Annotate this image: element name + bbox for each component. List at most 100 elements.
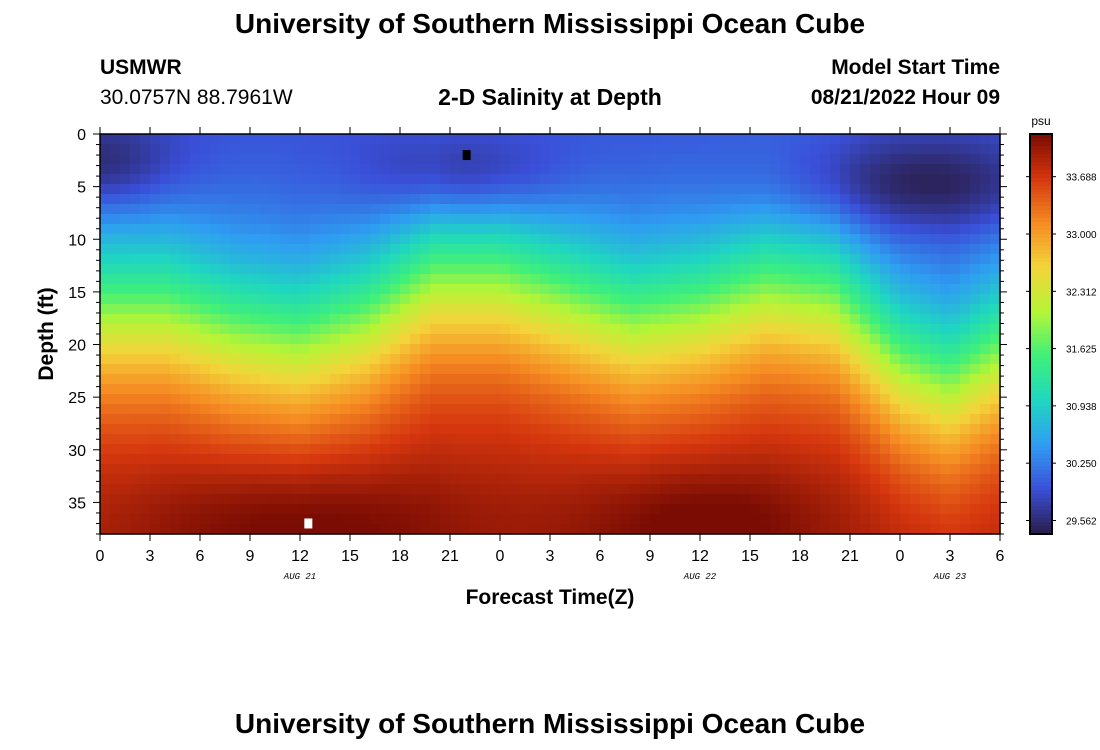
heat-cell [750, 144, 761, 155]
heat-cell [530, 184, 541, 195]
heat-cell [940, 414, 951, 425]
heat-cell [190, 344, 201, 355]
heat-cell [240, 224, 251, 235]
heat-cell [510, 274, 521, 285]
heat-cell [770, 154, 781, 165]
heat-cell [660, 474, 671, 485]
heat-cell [800, 284, 811, 295]
heat-cell [820, 254, 831, 265]
heat-cell [540, 374, 551, 385]
heat-cell [140, 414, 151, 425]
heat-cell [260, 294, 271, 305]
heat-cell [490, 374, 501, 385]
heat-cell [360, 174, 371, 185]
heat-cell [290, 364, 301, 375]
heat-cell [910, 374, 921, 385]
heat-cell [310, 254, 321, 265]
heat-cell [270, 204, 281, 215]
heat-cell [940, 494, 951, 505]
heat-cell [140, 244, 151, 255]
heat-cell [460, 164, 471, 175]
heat-cell [260, 484, 271, 495]
heat-cell [770, 254, 781, 265]
heat-cell [220, 214, 231, 225]
heat-cell [240, 484, 251, 495]
heat-cell [320, 274, 331, 285]
heat-cell [940, 524, 951, 535]
heat-cell [820, 344, 831, 355]
heat-cell [630, 484, 641, 495]
heat-cell [330, 194, 341, 205]
heat-cell [670, 224, 681, 235]
heat-cell [960, 144, 971, 155]
heat-cell [170, 304, 181, 315]
heat-cell [590, 514, 601, 525]
heat-cell [350, 134, 361, 145]
heat-cell [840, 164, 851, 175]
heat-cell [630, 334, 641, 345]
heat-cell [370, 324, 381, 335]
heat-cell [320, 204, 331, 215]
heat-cell [430, 214, 441, 225]
heat-cell [860, 274, 871, 285]
heat-cell [400, 154, 411, 165]
heat-cell [550, 284, 561, 295]
heat-cell [350, 494, 361, 505]
heat-cell [380, 244, 391, 255]
heat-cell [150, 334, 161, 345]
heat-cell [880, 514, 891, 525]
heat-cell [370, 304, 381, 315]
heat-cell [300, 504, 311, 515]
heat-cell [640, 294, 651, 305]
heat-cell [780, 354, 791, 365]
heat-cell [620, 394, 631, 405]
heat-cell [860, 314, 871, 325]
heat-cell [950, 354, 961, 365]
heat-cell [610, 444, 621, 455]
heat-cell [810, 274, 821, 285]
heat-cell [830, 514, 841, 525]
heat-cell [120, 394, 131, 405]
heat-cell [550, 434, 561, 445]
heat-cell [750, 404, 761, 415]
colorbar-segment [1030, 482, 1052, 487]
heat-cell [210, 464, 221, 475]
heat-cell [440, 514, 451, 525]
heat-cell [920, 494, 931, 505]
heat-cell [500, 414, 511, 425]
heat-cell [170, 464, 181, 475]
heat-cell [290, 424, 301, 435]
heat-cell [350, 404, 361, 415]
heat-cell [700, 444, 711, 455]
heat-cell [200, 274, 211, 285]
heat-cell [420, 354, 431, 365]
heat-cell [230, 514, 241, 525]
heat-cell [360, 214, 371, 225]
heat-cell [770, 424, 781, 435]
heat-cell [600, 244, 611, 255]
heat-cell [730, 424, 741, 435]
heat-cell [440, 374, 451, 385]
heat-cell [540, 224, 551, 235]
heat-cell [230, 454, 241, 465]
heat-cell [970, 484, 981, 495]
heat-cell [160, 344, 171, 355]
heat-cell [730, 234, 741, 245]
heat-cell [810, 404, 821, 415]
heat-cell [690, 314, 701, 325]
heat-cell [170, 414, 181, 425]
heat-cell [150, 454, 161, 465]
heat-cell [740, 424, 751, 435]
heat-cell [200, 414, 211, 425]
heat-cell [290, 224, 301, 235]
heat-cell [490, 404, 501, 415]
heat-cell [510, 284, 521, 295]
heat-cell [140, 154, 151, 165]
heat-cell [950, 494, 961, 505]
heat-cell [500, 514, 511, 525]
heat-cell [370, 464, 381, 475]
heat-cell [740, 344, 751, 355]
heat-cell [830, 244, 841, 255]
heat-cell [370, 364, 381, 375]
heat-cell [510, 444, 521, 455]
